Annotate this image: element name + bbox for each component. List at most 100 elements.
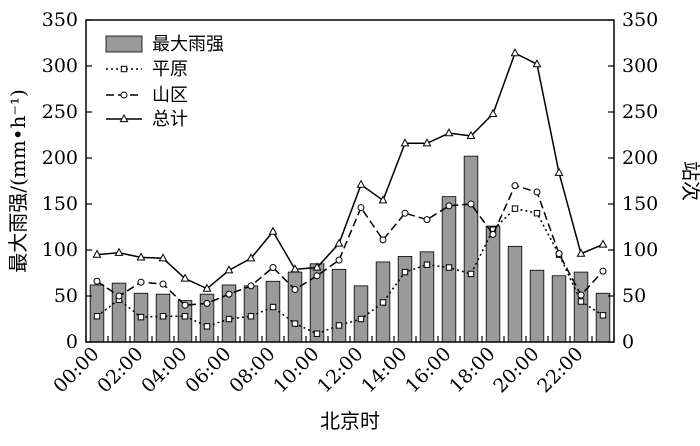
- line-series-2: [93, 182, 607, 309]
- legend-label: 平原: [152, 59, 188, 80]
- x-tick-label: 20:00: [489, 343, 543, 397]
- point-1-0: [93, 313, 101, 320]
- legend-label: 最大雨强: [152, 34, 224, 55]
- point-1-22: [577, 298, 585, 305]
- y-tick-label: 50: [54, 285, 78, 307]
- y2-tick-label: 350: [622, 9, 658, 31]
- legend-marker-3: [119, 113, 129, 123]
- x-tick-label: 04:00: [137, 343, 191, 397]
- point-3-1: [114, 247, 124, 256]
- y2-tick-label: 100: [622, 239, 658, 261]
- bar-0800: [265, 280, 281, 343]
- point-2-9: [291, 286, 299, 294]
- point-3-16: [444, 128, 454, 137]
- point-3-3: [158, 253, 168, 262]
- y2-tick-label: 300: [622, 55, 658, 77]
- y-tick-label: 0: [66, 331, 78, 353]
- bar-0900: [287, 271, 303, 343]
- y-tick-label: 300: [42, 55, 78, 77]
- point-3-20: [532, 59, 542, 68]
- point-3-0: [92, 249, 102, 258]
- point-3-13: [378, 195, 388, 204]
- point-2-6: [225, 290, 233, 298]
- y-tick-label: 200: [42, 147, 78, 169]
- point-1-5: [203, 323, 211, 330]
- point-2-12: [357, 204, 365, 212]
- point-3-6: [224, 265, 234, 274]
- y-tick-label: 100: [42, 239, 78, 261]
- point-3-9: [290, 264, 300, 273]
- point-1-14: [401, 268, 409, 276]
- point-1-20: [533, 210, 541, 217]
- point-2-8: [269, 263, 277, 271]
- point-2-1: [115, 292, 123, 300]
- point-2-15: [423, 216, 431, 224]
- bar-1700: [463, 155, 479, 343]
- point-2-22: [577, 291, 585, 299]
- bar-2100: [551, 275, 567, 343]
- point-3-11: [334, 238, 344, 247]
- x-tick-label: 22:00: [533, 343, 587, 397]
- y-tick-label: 250: [42, 101, 78, 123]
- point-2-10: [313, 272, 321, 280]
- point-2-7: [247, 282, 255, 290]
- y-axis-label: 最大雨强/(mm•h⁻¹): [6, 89, 30, 273]
- point-3-4: [180, 273, 190, 282]
- point-2-3: [159, 280, 167, 288]
- point-1-23: [599, 312, 607, 319]
- point-2-14: [401, 209, 409, 217]
- bar-0100: [111, 282, 127, 343]
- point-2-5: [203, 299, 211, 307]
- series-line-2: [96, 184, 604, 306]
- y2-axis-label: 站次: [679, 161, 700, 201]
- line-series-3: [92, 48, 608, 292]
- point-3-2: [136, 252, 146, 261]
- legend-marker-1: [120, 65, 128, 73]
- x-tick-label: 10:00: [269, 343, 323, 397]
- point-2-4: [181, 301, 189, 309]
- x-tick-label: 14:00: [357, 343, 411, 397]
- point-1-6: [225, 315, 233, 323]
- x-tick-label: 18:00: [445, 343, 499, 397]
- line-series-1: [93, 205, 607, 337]
- x-tick-label: 16:00: [401, 343, 455, 397]
- point-2-2: [137, 278, 145, 286]
- point-3-22: [576, 248, 586, 257]
- x-axis-label: 北京时: [320, 409, 380, 433]
- y2-tick-label: 150: [622, 193, 658, 215]
- point-3-14: [400, 138, 410, 147]
- point-1-7: [247, 313, 255, 320]
- point-2-16: [445, 202, 453, 210]
- bar-2000: [529, 269, 545, 343]
- point-2-20: [533, 188, 541, 196]
- point-1-10: [313, 330, 321, 337]
- point-3-8: [268, 226, 278, 235]
- legend-label: 总计: [152, 109, 188, 130]
- point-2-23: [599, 267, 607, 275]
- point-1-2: [137, 313, 145, 321]
- x-tick-label: 06:00: [181, 343, 235, 397]
- legend-label: 山区: [152, 85, 188, 106]
- y-tick-label: 350: [42, 9, 78, 31]
- point-3-21: [554, 167, 564, 176]
- point-3-5: [202, 283, 212, 292]
- point-3-15: [422, 138, 432, 147]
- point-1-11: [335, 322, 343, 329]
- y2-tick-label: 0: [622, 331, 634, 353]
- point-1-8: [269, 303, 277, 311]
- point-1-17: [467, 270, 475, 278]
- bar-1100: [331, 268, 347, 343]
- x-tick-label: 08:00: [225, 343, 279, 397]
- point-3-23: [598, 239, 608, 248]
- x-tick-label: 12:00: [313, 343, 367, 397]
- bar-1900: [507, 245, 523, 343]
- bar-2200: [573, 271, 589, 343]
- bar-1800: [485, 225, 501, 343]
- y2-tick-label: 250: [622, 101, 658, 123]
- point-2-21: [555, 250, 563, 258]
- bar-1200: [353, 285, 369, 343]
- point-1-3: [159, 313, 167, 320]
- point-1-13: [379, 299, 387, 306]
- series-line-1: [96, 207, 604, 335]
